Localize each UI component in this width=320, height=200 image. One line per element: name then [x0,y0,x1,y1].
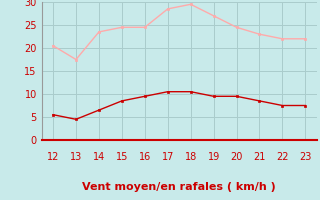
X-axis label: Vent moyen/en rafales ( km/h ): Vent moyen/en rafales ( km/h ) [82,182,276,192]
